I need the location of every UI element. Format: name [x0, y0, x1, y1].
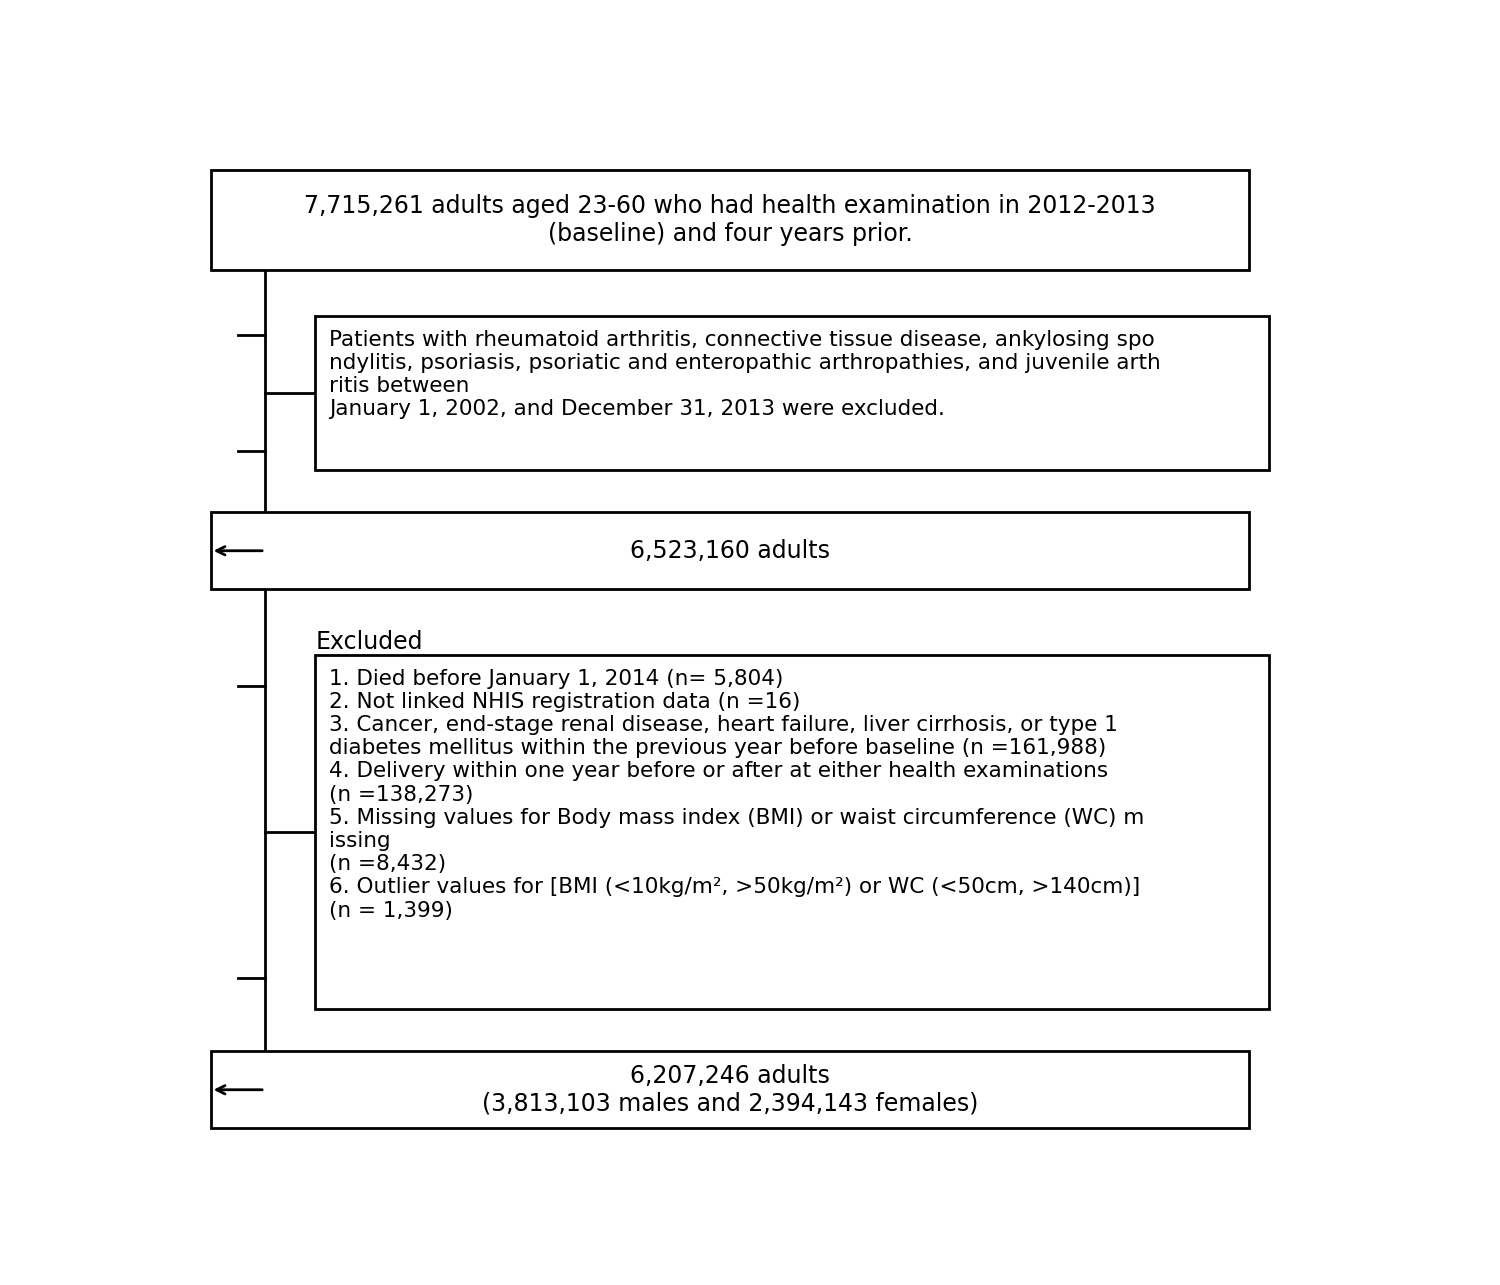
Text: 6,207,246 adults
(3,813,103 males and 2,394,143 females): 6,207,246 adults (3,813,103 males and 2,…	[482, 1064, 978, 1115]
Text: 7,715,261 adults aged 23-60 who had health examination in 2012-2013
(baseline) a: 7,715,261 adults aged 23-60 who had heal…	[304, 194, 1156, 245]
Bar	[210, 513, 1250, 590]
Text: Patients with rheumatoid arthritis, connective tissue disease, ankylosing spo
nd: Patients with rheumatoid arthritis, conn…	[330, 330, 1161, 419]
Text: 1. Died before January 1, 2014 (n= 5,804)
2. Not linked NHIS registration data (: 1. Died before January 1, 2014 (n= 5,804…	[330, 668, 1144, 920]
Bar	[315, 654, 1269, 1009]
Bar	[210, 170, 1250, 270]
Text: 6,523,160 adults: 6,523,160 adults	[630, 538, 830, 563]
Text: Excluded: Excluded	[315, 630, 423, 654]
Bar	[315, 316, 1269, 470]
Bar	[210, 1051, 1250, 1128]
